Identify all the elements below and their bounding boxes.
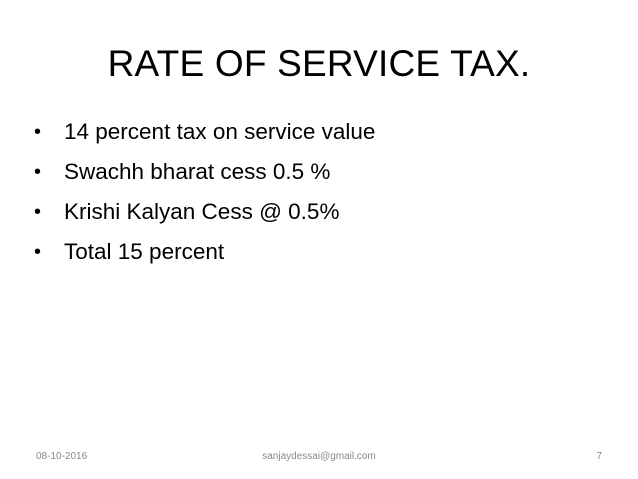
footer-email: sanjaydessai@gmail.com — [262, 451, 376, 462]
bullet-icon: • — [34, 161, 42, 183]
bullet-text: 14 percent tax on service value — [64, 119, 376, 144]
bullet-text: Krishi Kalyan Cess @ 0.5% — [64, 199, 340, 224]
bullet-item: • Krishi Kalyan Cess @ 0.5% — [34, 196, 375, 236]
bullet-text: Total 15 percent — [64, 239, 225, 264]
footer-page-number: 7 — [596, 451, 602, 462]
footer-date: 08-10-2016 — [36, 451, 88, 462]
bullet-icon: • — [34, 121, 42, 143]
bullet-item: • 14 percent tax on service value — [34, 116, 375, 156]
slide-title: RATE OF SERVICE TAX. — [107, 43, 531, 84]
bullet-text: Swachh bharat cess 0.5 % — [64, 159, 331, 184]
bullet-item: • Swachh bharat cess 0.5 % — [34, 156, 375, 196]
bullet-icon: • — [34, 241, 42, 263]
bullet-list: • 14 percent tax on service value • Swac… — [34, 116, 375, 276]
bullet-item: • Total 15 percent — [34, 236, 375, 276]
bullet-icon: • — [34, 201, 42, 223]
